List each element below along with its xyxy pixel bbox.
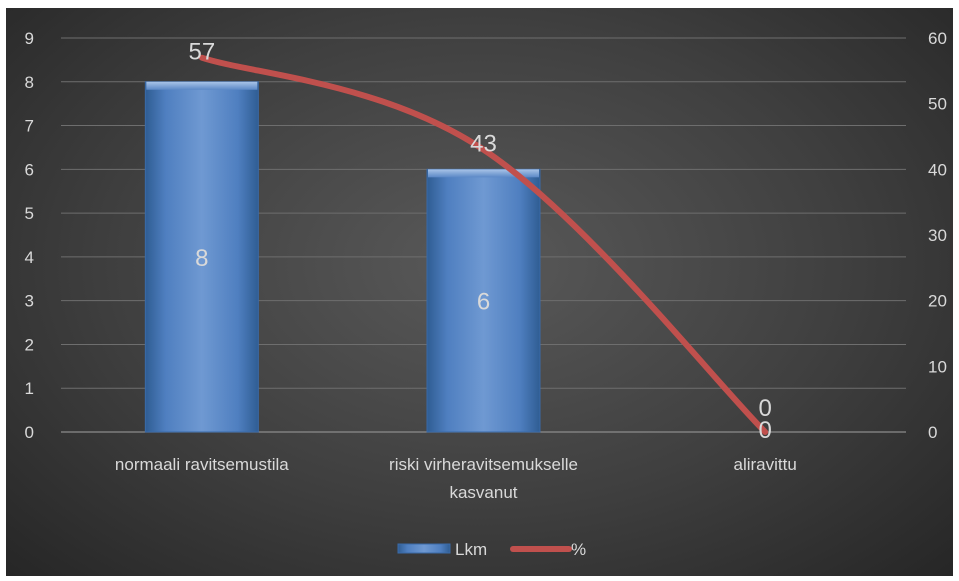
left-tick-label: 7	[25, 117, 34, 136]
right-tick-label: 50	[928, 95, 947, 114]
category-label-0: normaali ravitsemustila	[115, 455, 289, 474]
left-tick-label: 4	[25, 248, 34, 267]
percent-line	[198, 54, 769, 435]
legend-label-percent: %	[571, 540, 586, 559]
line-data-label-0: 57	[188, 39, 215, 66]
line-data-label-2: 0	[758, 417, 771, 444]
right-tick-label: 10	[928, 357, 947, 376]
left-tick-label: 3	[25, 292, 34, 311]
category-axis: normaali ravitsemustila riski virheravits…	[115, 455, 797, 502]
right-axis: 0 10 20 30 40 50 60	[928, 29, 947, 442]
category-label-1: kasvanut	[449, 483, 517, 502]
left-tick-label: 8	[25, 73, 34, 92]
bar-data-label-2: 0	[758, 395, 771, 422]
left-tick-label: 0	[25, 423, 34, 442]
legend: Lkm%	[397, 540, 586, 559]
left-tick-label: 9	[25, 29, 34, 48]
bar-series: 8 6 0	[144, 81, 772, 433]
bar-top-0	[146, 81, 258, 90]
line-series: 57 43 0	[188, 39, 771, 444]
left-tick-label: 5	[25, 204, 34, 223]
bar-data-label-0: 8	[195, 245, 208, 272]
category-label-1: riski virheravitsemukselle	[389, 455, 578, 474]
right-tick-label: 40	[928, 160, 947, 179]
legend-swatch-lkm	[397, 543, 451, 554]
left-tick-label: 1	[25, 379, 34, 398]
right-tick-label: 60	[928, 29, 947, 48]
right-tick-label: 20	[928, 292, 947, 311]
left-axis: 0 1 2 3 4 5 6 7 8 9	[25, 29, 34, 442]
right-tick-label: 0	[928, 423, 937, 442]
line-data-label-1: 43	[470, 131, 497, 158]
category-label-2: aliravittu	[734, 455, 797, 474]
bar-data-label-1: 6	[477, 289, 490, 316]
bar-1	[426, 168, 541, 433]
legend-label-lkm: Lkm	[455, 540, 487, 559]
left-tick-label: 2	[25, 335, 34, 354]
left-tick-label: 6	[25, 160, 34, 179]
right-tick-label: 30	[928, 226, 947, 245]
bar-top-1	[428, 169, 539, 178]
